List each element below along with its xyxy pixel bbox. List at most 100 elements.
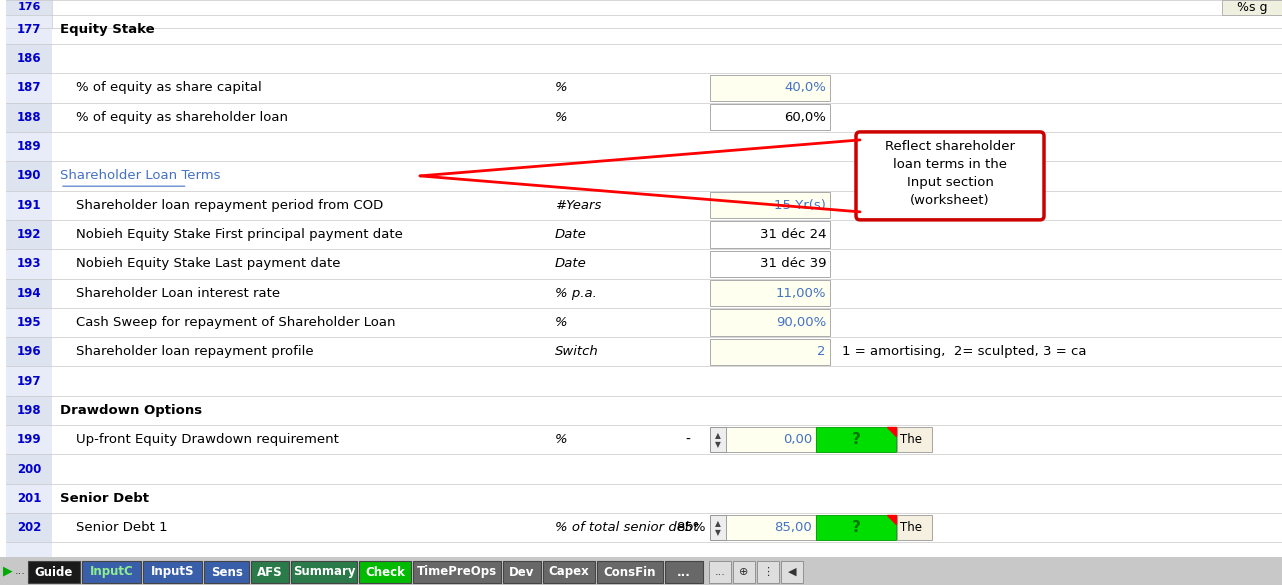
Text: 31 déc 39: 31 déc 39 <box>759 257 826 270</box>
Bar <box>28 561 79 583</box>
Bar <box>1222 0 1282 15</box>
Bar <box>710 280 829 307</box>
Text: ⋮: ⋮ <box>763 567 773 577</box>
Text: Up-front Equity Drawdown requirement: Up-front Equity Drawdown requirement <box>76 433 338 446</box>
Text: Date: Date <box>555 257 587 270</box>
Text: ?: ? <box>851 520 860 535</box>
Text: 189: 189 <box>17 140 41 153</box>
Bar <box>710 515 726 541</box>
Bar <box>251 561 288 583</box>
Bar <box>6 44 53 73</box>
Text: 60,0%: 60,0% <box>785 111 826 124</box>
Polygon shape <box>887 515 896 524</box>
Bar <box>6 249 53 278</box>
Bar <box>144 561 203 583</box>
Bar <box>756 561 778 583</box>
Bar <box>542 561 595 583</box>
Text: 186: 186 <box>17 52 41 65</box>
Text: 40,0%: 40,0% <box>785 81 826 94</box>
Bar <box>82 561 141 583</box>
Text: ▲: ▲ <box>715 431 720 440</box>
Bar <box>6 396 53 425</box>
Bar <box>710 221 829 247</box>
Text: 198: 198 <box>17 404 41 417</box>
Text: AFS: AFS <box>258 566 283 579</box>
Bar <box>710 339 829 365</box>
Text: 202: 202 <box>17 521 41 534</box>
Bar <box>781 561 803 583</box>
Text: The: The <box>900 433 922 446</box>
Bar <box>6 278 53 308</box>
Text: ◀: ◀ <box>787 567 796 577</box>
Text: % of total senior debt: % of total senior debt <box>555 521 699 534</box>
Text: % p.a.: % p.a. <box>555 287 597 300</box>
Text: Check: Check <box>365 566 405 579</box>
Text: 90,00%: 90,00% <box>776 316 826 329</box>
Text: %s g: %s g <box>1237 1 1267 14</box>
Bar <box>710 309 829 336</box>
Text: Nobieh Equity Stake First principal payment date: Nobieh Equity Stake First principal paym… <box>76 228 403 241</box>
Text: 2: 2 <box>818 345 826 358</box>
Text: 199: 199 <box>17 433 41 446</box>
Text: Dev: Dev <box>509 566 535 579</box>
Text: 197: 197 <box>17 374 41 388</box>
Bar <box>6 15 53 44</box>
Text: ConsFin: ConsFin <box>604 566 656 579</box>
Text: 15 Yr(s): 15 Yr(s) <box>774 199 826 212</box>
Bar <box>726 515 817 541</box>
Text: %: % <box>555 81 568 94</box>
Text: #Years: #Years <box>555 199 601 212</box>
Bar <box>6 191 53 220</box>
Text: Shareholder Loan Terms: Shareholder Loan Terms <box>60 170 221 183</box>
Text: Date: Date <box>555 228 587 241</box>
Text: Switch: Switch <box>555 345 599 358</box>
Bar <box>6 102 53 132</box>
Text: % of equity as share capital: % of equity as share capital <box>76 81 262 94</box>
Bar <box>817 427 896 452</box>
Bar <box>0 557 1282 585</box>
Text: Senior Debt 1: Senior Debt 1 <box>76 521 168 534</box>
Text: The: The <box>900 521 922 534</box>
Polygon shape <box>887 427 896 436</box>
Bar <box>6 308 53 337</box>
Bar <box>897 427 932 452</box>
Text: ▼: ▼ <box>715 440 720 449</box>
Bar <box>817 515 896 541</box>
Bar <box>733 561 755 583</box>
Bar <box>359 561 412 583</box>
Text: 193: 193 <box>17 257 41 270</box>
Text: Equity Stake: Equity Stake <box>60 23 155 36</box>
Text: Summary: Summary <box>292 566 355 579</box>
Bar <box>6 513 53 542</box>
Text: Capex: Capex <box>549 566 590 579</box>
Text: Guide: Guide <box>35 566 73 579</box>
Text: ...: ... <box>714 567 726 577</box>
Text: 195: 195 <box>17 316 41 329</box>
Bar <box>413 561 501 583</box>
Bar <box>710 192 829 218</box>
Text: 188: 188 <box>17 111 41 124</box>
Text: Cash Sweep for repayment of Shareholder Loan: Cash Sweep for repayment of Shareholder … <box>76 316 396 329</box>
Text: Reflect shareholder
loan terms in the
Input section
(worksheet): Reflect shareholder loan terms in the In… <box>885 140 1015 208</box>
Bar <box>726 427 817 452</box>
Text: %: % <box>555 433 568 446</box>
Bar <box>291 561 358 583</box>
Text: 177: 177 <box>17 23 41 36</box>
Text: Sens: Sens <box>210 566 242 579</box>
Text: 85,00: 85,00 <box>774 521 812 534</box>
Text: 85%: 85% <box>677 521 706 534</box>
Bar <box>6 425 53 455</box>
Text: Shareholder Loan interest rate: Shareholder Loan interest rate <box>76 287 281 300</box>
Text: 176: 176 <box>18 2 41 12</box>
Text: ...: ... <box>677 566 691 579</box>
Text: ?: ? <box>851 432 860 448</box>
Text: 201: 201 <box>17 492 41 505</box>
Bar <box>709 561 731 583</box>
Bar <box>6 220 53 249</box>
Bar <box>6 73 53 102</box>
Text: 192: 192 <box>17 228 41 241</box>
Text: Senior Debt: Senior Debt <box>60 492 149 505</box>
Text: %: % <box>555 316 568 329</box>
Bar <box>897 515 932 541</box>
Text: Drawdown Options: Drawdown Options <box>60 404 203 417</box>
